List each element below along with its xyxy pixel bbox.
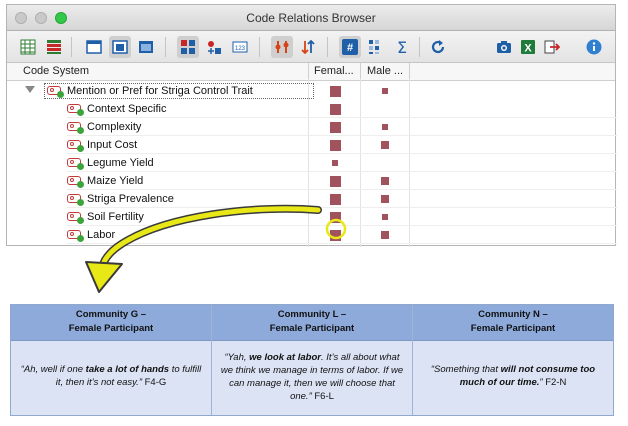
matrix-icon[interactable]	[365, 36, 387, 58]
refresh-icon[interactable]	[427, 36, 449, 58]
grid-plus-icon[interactable]	[203, 36, 225, 58]
svg-text:123: 123	[235, 46, 246, 52]
tree-label: Mention or Pref for Striga Control Trait	[67, 85, 253, 97]
row-divider	[67, 117, 617, 118]
svg-text:Σ: Σ	[397, 39, 407, 55]
row-divider	[67, 171, 617, 172]
tree-row[interactable]: Striga Prevalence	[7, 190, 617, 208]
svg-text:X: X	[524, 43, 532, 55]
layout-full-icon[interactable]	[135, 36, 157, 58]
female-cell-square[interactable]	[329, 175, 341, 187]
selection-box	[44, 83, 314, 99]
info-icon[interactable]	[583, 36, 605, 58]
close-button[interactable]	[15, 12, 27, 24]
disclosure-triangle-icon[interactable]	[25, 86, 35, 93]
window-title: Code Relations Browser	[246, 11, 376, 25]
code-icon	[67, 104, 84, 116]
tree-row[interactable]: Input Cost	[7, 136, 617, 154]
row-divider	[67, 225, 617, 226]
code-icon	[67, 230, 84, 242]
tree-row[interactable]: Maize Yield	[7, 172, 617, 190]
row-divider	[67, 135, 617, 136]
tree-label: Maize Yield	[87, 175, 144, 187]
tree-label: Legume Yield	[87, 157, 154, 169]
tree-row-root[interactable]: Mention or Pref for Striga Control Trait	[7, 82, 615, 100]
tree-label: Soil Fertility	[87, 211, 144, 223]
tree-label: Complexity	[87, 121, 142, 133]
layout-middle-icon[interactable]	[109, 36, 131, 58]
export-icon[interactable]	[541, 36, 563, 58]
table-header: Community G – Female Participant Communit…	[11, 305, 613, 341]
female-cell-square[interactable]	[332, 160, 338, 166]
row-divider	[67, 153, 617, 154]
titlebar: Code Relations Browser	[7, 5, 615, 31]
column-code-system[interactable]: Code System	[23, 65, 90, 77]
code-icon	[67, 140, 84, 152]
header-community-g: Community G – Female Participant	[68, 309, 154, 334]
tree-row[interactable]: Complexity	[7, 118, 617, 136]
male-cell-square[interactable]	[381, 231, 389, 239]
female-cell-square[interactable]	[329, 121, 341, 133]
row-divider	[67, 207, 617, 208]
quotes-table: Community G – Female Participant Communit…	[10, 304, 614, 416]
quote-community-l: “Yah, we look at labor. It’s all about w…	[220, 352, 404, 402]
tree-row[interactable]: Soil Fertility	[7, 208, 617, 226]
column-female[interactable]: Femal...	[314, 65, 354, 77]
code-icon	[67, 194, 84, 206]
svg-text:#: #	[347, 42, 353, 54]
male-cell-square[interactable]	[382, 214, 388, 220]
tree-label: Striga Prevalence	[87, 193, 174, 205]
toolbar: 123 # Σ X	[7, 31, 615, 63]
code-icon	[67, 176, 84, 188]
number-icon[interactable]: 123	[229, 36, 251, 58]
row-divider	[67, 243, 617, 244]
female-cell-square[interactable]	[329, 229, 341, 241]
minimize-button[interactable]	[35, 12, 47, 24]
filter-icon[interactable]	[271, 36, 293, 58]
layout-top-icon[interactable]	[83, 36, 105, 58]
male-cell-square[interactable]	[382, 88, 388, 94]
code-icon	[67, 158, 84, 170]
header-community-n: Community N – Female Participant	[470, 309, 556, 334]
row-divider	[67, 189, 617, 190]
tree-row[interactable]: Context Specific	[7, 100, 617, 118]
excel-icon[interactable]: X	[517, 36, 539, 58]
camera-icon[interactable]	[493, 36, 515, 58]
quote-community-g: “Ah, well if one take a lot of hands to …	[20, 364, 202, 388]
column-male[interactable]: Male ...	[367, 65, 404, 77]
table-grid-icon[interactable]	[17, 36, 39, 58]
female-cell-square[interactable]	[329, 103, 341, 115]
code-icon	[67, 122, 84, 134]
tree-label: Input Cost	[87, 139, 138, 151]
sort-icon[interactable]	[297, 36, 319, 58]
code-icon	[47, 86, 64, 98]
sigma-icon[interactable]: Σ	[391, 36, 413, 58]
male-cell-square[interactable]	[381, 195, 389, 203]
female-cell-square[interactable]	[329, 85, 341, 97]
highlight-circle	[325, 218, 347, 240]
table-body: “Ah, well if one take a lot of hands to …	[11, 341, 613, 415]
hash-icon[interactable]: #	[339, 36, 361, 58]
column-header: Code System Femal... Male ...	[7, 63, 615, 81]
grid-cross-icon[interactable]	[177, 36, 199, 58]
male-cell-square[interactable]	[381, 141, 389, 149]
male-cell-square[interactable]	[381, 177, 389, 185]
male-cell-square[interactable]	[382, 124, 388, 130]
maximize-button[interactable]	[55, 12, 67, 24]
code-icon	[67, 212, 84, 224]
header-community-l: Community L – Female Participant	[269, 309, 355, 334]
female-cell-square[interactable]	[329, 211, 341, 223]
table-color-icon[interactable]	[43, 36, 65, 58]
quote-community-n: “Something that will not consume too muc…	[430, 364, 596, 388]
tree-row[interactable]: Legume Yield	[7, 154, 617, 172]
female-cell-square[interactable]	[329, 193, 341, 205]
tree-label: Context Specific	[87, 103, 167, 115]
tree-label: Labor	[87, 229, 116, 241]
tree-row[interactable]: Labor	[7, 226, 617, 244]
female-cell-square[interactable]	[329, 139, 341, 151]
